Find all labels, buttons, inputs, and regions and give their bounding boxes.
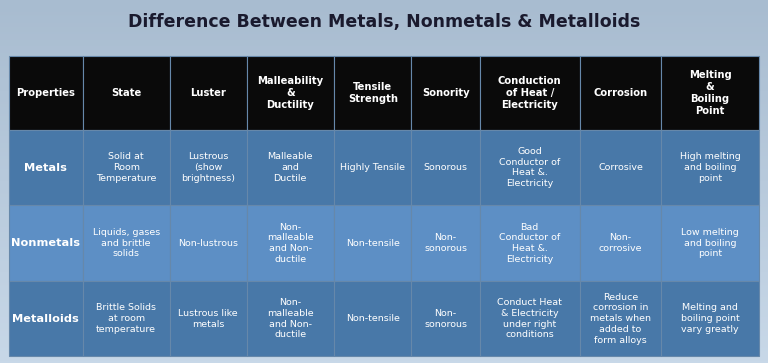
Text: Conduct Heat
& Electricity
under right
conditions: Conduct Heat & Electricity under right c… <box>498 298 562 339</box>
Text: Non-
sonorous: Non- sonorous <box>424 309 467 329</box>
Bar <box>480 281 580 356</box>
Text: Non-tensile: Non-tensile <box>346 238 399 248</box>
Text: Highly Tensile: Highly Tensile <box>340 163 406 172</box>
Bar <box>480 56 580 130</box>
Bar <box>661 205 759 281</box>
Text: Corrosion: Corrosion <box>594 88 647 98</box>
Text: State: State <box>111 88 141 98</box>
Bar <box>170 130 247 205</box>
Bar <box>334 205 412 281</box>
Bar <box>334 56 412 130</box>
Bar <box>82 56 170 130</box>
Text: Malleability
&
Ductility: Malleability & Ductility <box>257 76 323 110</box>
Bar <box>334 130 412 205</box>
Bar <box>580 281 661 356</box>
Text: Brittle Solids
at room
temperature: Brittle Solids at room temperature <box>96 303 156 334</box>
Text: Melting
&
Boiling
Point: Melting & Boiling Point <box>689 70 731 116</box>
Bar <box>247 56 334 130</box>
Bar <box>170 56 247 130</box>
Bar <box>580 56 661 130</box>
Bar <box>82 205 170 281</box>
Text: Melting and
boiling point
vary greatly: Melting and boiling point vary greatly <box>680 303 740 334</box>
Text: Luster: Luster <box>190 88 227 98</box>
Text: Liquids, gases
and brittle
solids: Liquids, gases and brittle solids <box>93 228 160 258</box>
Text: Metalloids: Metalloids <box>12 314 79 324</box>
Bar <box>661 56 759 130</box>
Text: Non-tensile: Non-tensile <box>346 314 399 323</box>
Text: Tensile
Strength: Tensile Strength <box>348 82 398 104</box>
Bar <box>9 56 82 130</box>
Bar <box>661 281 759 356</box>
Bar <box>170 205 247 281</box>
Text: Lustrous like
metals: Lustrous like metals <box>178 309 238 329</box>
Bar <box>247 130 334 205</box>
Text: Non-lustrous: Non-lustrous <box>178 238 238 248</box>
Bar <box>334 281 412 356</box>
Bar <box>580 130 661 205</box>
Text: Lustrous
(show
brightness): Lustrous (show brightness) <box>181 152 235 183</box>
Bar <box>412 130 480 205</box>
Bar <box>247 205 334 281</box>
Bar <box>247 281 334 356</box>
Bar <box>82 130 170 205</box>
Bar <box>580 205 661 281</box>
Bar <box>412 56 480 130</box>
Bar <box>661 130 759 205</box>
Text: Sonorous: Sonorous <box>424 163 468 172</box>
Bar <box>9 205 82 281</box>
Text: Non-
sonorous: Non- sonorous <box>424 233 467 253</box>
Bar <box>82 281 170 356</box>
Bar <box>480 205 580 281</box>
Text: High melting
and boiling
point: High melting and boiling point <box>680 152 740 183</box>
Text: Difference Between Metals, Nonmetals & Metalloids: Difference Between Metals, Nonmetals & M… <box>127 13 641 31</box>
Text: Properties: Properties <box>16 88 75 98</box>
Bar <box>9 130 82 205</box>
Bar <box>412 281 480 356</box>
Bar <box>9 281 82 356</box>
Text: Nonmetals: Nonmetals <box>12 238 81 248</box>
Text: Solid at
Room
Temperature: Solid at Room Temperature <box>96 152 157 183</box>
Text: Non-
malleable
and Non-
ductile: Non- malleable and Non- ductile <box>267 298 313 339</box>
Text: Good
Conductor of
Heat &.
Electricity: Good Conductor of Heat &. Electricity <box>499 147 561 188</box>
Text: Non-
malleable
and Non-
ductile: Non- malleable and Non- ductile <box>267 223 313 264</box>
Bar <box>170 281 247 356</box>
Text: Malleable
and
Ductile: Malleable and Ductile <box>267 152 313 183</box>
Text: Metals: Metals <box>25 163 68 172</box>
Text: Conduction
of Heat /
Electricity: Conduction of Heat / Electricity <box>498 76 561 110</box>
Text: Reduce
corrosion in
metals when
added to
form alloys: Reduce corrosion in metals when added to… <box>590 293 651 345</box>
Bar <box>412 205 480 281</box>
Text: Bad
Conductor of
Heat &.
Electricity: Bad Conductor of Heat &. Electricity <box>499 223 561 264</box>
Text: Sonority: Sonority <box>422 88 469 98</box>
Text: Non-
corrosive: Non- corrosive <box>599 233 642 253</box>
Text: Corrosive: Corrosive <box>598 163 643 172</box>
Text: Low melting
and boiling
point: Low melting and boiling point <box>681 228 739 258</box>
Bar <box>480 130 580 205</box>
